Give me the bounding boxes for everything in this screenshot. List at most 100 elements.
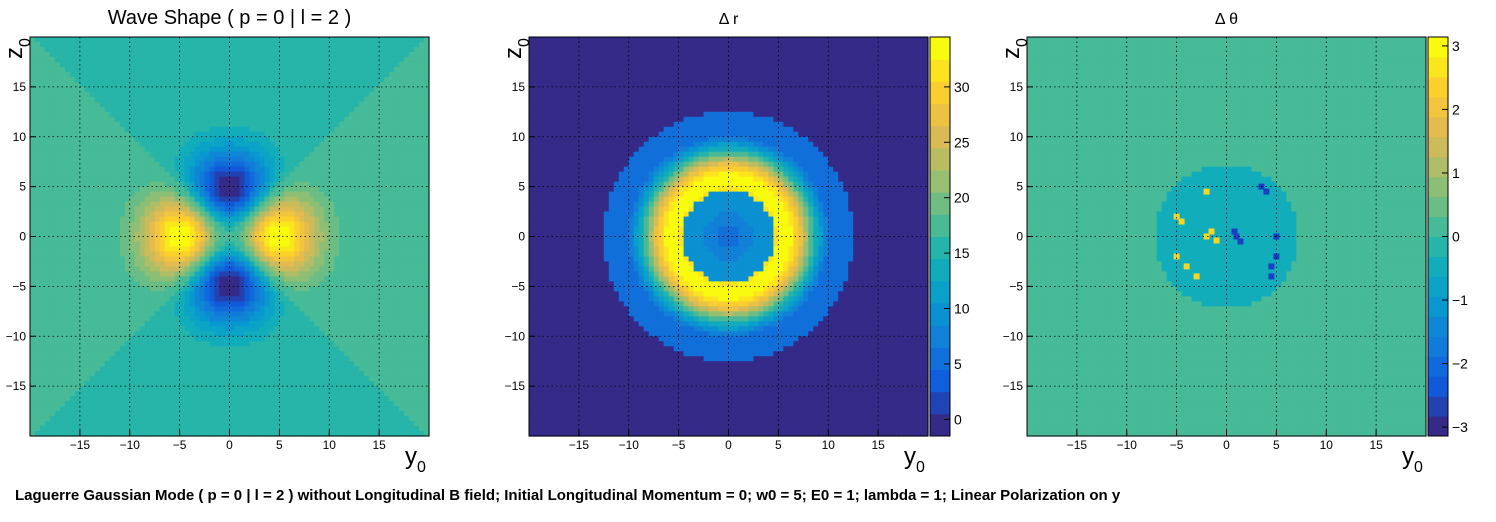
colorbar-tick-label: 3 (1452, 38, 1460, 54)
x-tick-label: −5 (672, 438, 686, 452)
colorbar-band (1428, 276, 1448, 296)
colorbar-band (1428, 177, 1448, 197)
y-tick-label: 0 (518, 230, 525, 244)
y-tick-label: 5 (518, 180, 525, 194)
x-tick-label: −5 (173, 438, 187, 452)
y-tick-label: 10 (512, 130, 526, 144)
heatmap-spot (1268, 273, 1274, 279)
colorbar-band (1428, 157, 1448, 177)
x-tick-label: 5 (276, 438, 283, 452)
y-tick-label: 0 (19, 230, 26, 244)
colorbar-tick-label: 30 (954, 79, 970, 95)
colorbar-tick-label: 0 (1452, 229, 1460, 245)
colorbar-band (1428, 37, 1448, 57)
colorbar-band (930, 414, 950, 437)
colorbar-band (1428, 57, 1448, 77)
colorbar-band (930, 237, 950, 260)
y-tick-label: −10 (1003, 329, 1024, 343)
y-tick-label: −5 (12, 279, 26, 293)
colorbar-band (930, 126, 950, 149)
heatmap-spot (1237, 238, 1243, 244)
x-axis-label: y0 (1402, 443, 1423, 476)
colorbar-band (1428, 336, 1448, 356)
colorbar-band (1428, 97, 1448, 117)
figure-caption: Laguerre Gaussian Mode ( p = 0 | l = 2 )… (15, 487, 1120, 504)
colorbar-band (1428, 77, 1448, 97)
colorbar-band (1428, 416, 1448, 436)
colorbar-band (1428, 197, 1448, 217)
colorbar-tick-label: 20 (954, 190, 970, 206)
x-tick-label: −15 (569, 438, 590, 452)
heatmap-spot (1204, 189, 1210, 195)
heatmap-spot (1204, 234, 1210, 240)
colorbar-band (930, 59, 950, 82)
x-tick-label: −10 (619, 438, 640, 452)
colorbar-band (1428, 237, 1448, 257)
colorbar-band (930, 81, 950, 104)
y-tick-label: −5 (511, 279, 525, 293)
y-tick-label: −15 (6, 379, 27, 393)
colorbar-band (930, 37, 950, 60)
colorbar-band (1428, 376, 1448, 396)
heatmap-spot (1214, 237, 1220, 243)
x-tick-label: −15 (70, 438, 91, 452)
colorbar-band (930, 214, 950, 237)
x-tick-label: −10 (120, 438, 141, 452)
y-tick-label: 15 (13, 80, 27, 94)
x-tick-label: 5 (775, 438, 782, 452)
colorbar-tick-label: 15 (954, 245, 970, 261)
y-tick-label: −10 (505, 329, 526, 343)
y-tick-label: 5 (1016, 180, 1023, 194)
colorbar-band (1428, 117, 1448, 137)
y-axis-label: z0 (500, 38, 533, 59)
heatmap-spot (1184, 263, 1190, 269)
colorbar-tick-label: 2 (1452, 101, 1460, 117)
heatmap-spot (1194, 273, 1200, 279)
x-tick-label: 15 (1369, 438, 1383, 452)
x-tick-label: 0 (725, 438, 732, 452)
x-tick-label: 15 (871, 438, 885, 452)
colorbar-band (930, 192, 950, 215)
x-axis-label: y0 (904, 443, 925, 476)
x-tick-label: 10 (822, 438, 836, 452)
x-tick-label: 5 (1273, 438, 1280, 452)
chart-title: Wave Shape ( p = 0 | l = 2 ) (108, 7, 351, 29)
y-tick-label: −10 (6, 329, 27, 343)
y-tick-label: 10 (1010, 130, 1024, 144)
x-tick-label: 0 (226, 438, 233, 452)
colorbar-band (930, 104, 950, 127)
colorbar-band (930, 170, 950, 193)
colorbar-band (1428, 316, 1448, 336)
y-axis-label: z0 (1, 38, 34, 59)
colorbar-band (1428, 256, 1448, 276)
x-tick-label: −10 (1117, 438, 1138, 452)
x-tick-label: 0 (1223, 438, 1230, 452)
colorbar-band (1428, 137, 1448, 157)
colorbar-band (1428, 217, 1448, 237)
y-tick-label: 15 (512, 80, 526, 94)
x-tick-label: −5 (1170, 438, 1184, 452)
colorbar-tick-label: −2 (1452, 356, 1468, 372)
colorbar-band (1428, 296, 1448, 316)
colorbar-tick-label: 25 (954, 134, 970, 150)
chart-title: Δ θ (1215, 11, 1238, 28)
colorbar-band (930, 259, 950, 282)
colorbar-tick-label: 10 (954, 301, 970, 317)
heatmap-spot (1174, 214, 1180, 220)
x-tick-label: 15 (372, 438, 386, 452)
heatmap-spot (1268, 263, 1274, 269)
y-tick-label: 10 (13, 130, 27, 144)
colorbar-tick-label: −1 (1452, 292, 1468, 308)
colorbar-band (930, 325, 950, 348)
colorbar-band (930, 281, 950, 304)
colorbar-band (930, 148, 950, 171)
colorbar-band (1428, 356, 1448, 376)
chart-title: Δ r (719, 11, 739, 28)
y-tick-label: −15 (505, 379, 526, 393)
